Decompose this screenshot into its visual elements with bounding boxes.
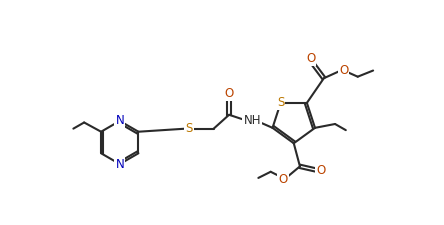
Text: N: N: [115, 115, 124, 127]
Text: O: O: [316, 164, 325, 178]
Text: N: N: [115, 158, 124, 171]
Text: NH: NH: [243, 115, 261, 127]
Text: S: S: [277, 96, 284, 109]
Text: O: O: [339, 64, 349, 77]
Text: S: S: [185, 122, 193, 135]
Text: O: O: [278, 173, 288, 186]
Text: O: O: [306, 52, 315, 65]
Text: O: O: [225, 88, 234, 101]
